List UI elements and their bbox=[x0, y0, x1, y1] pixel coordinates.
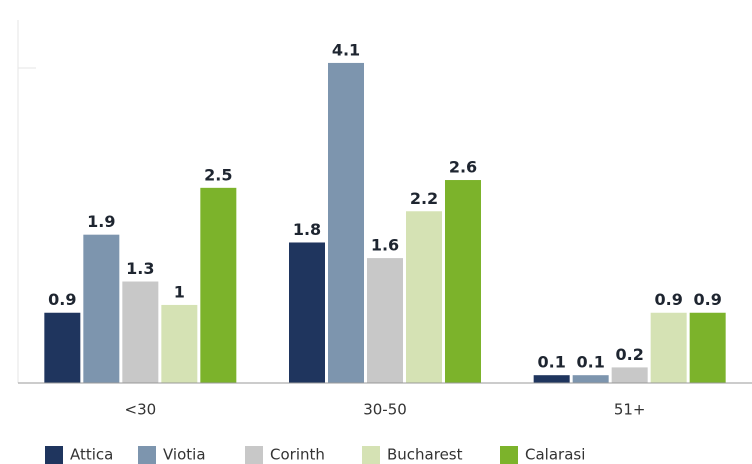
data-label: 1.3 bbox=[126, 259, 154, 278]
x-tick-label: 51+ bbox=[614, 401, 646, 419]
data-label: 2.2 bbox=[410, 189, 438, 208]
bar bbox=[406, 211, 442, 383]
data-label: 0.1 bbox=[576, 353, 604, 372]
legend-label: Calarasi bbox=[525, 446, 585, 464]
data-label: 0.2 bbox=[615, 345, 643, 364]
x-tick-label: <30 bbox=[125, 401, 157, 419]
data-label: 0.9 bbox=[654, 290, 682, 309]
legend-swatch bbox=[138, 446, 156, 464]
data-label: 0.1 bbox=[537, 353, 565, 372]
data-label: 0.9 bbox=[693, 290, 721, 309]
bar bbox=[83, 234, 120, 383]
bar bbox=[289, 242, 325, 383]
bar bbox=[445, 180, 481, 383]
legend-swatch bbox=[45, 446, 63, 464]
bar bbox=[328, 62, 364, 383]
data-label: 1.6 bbox=[371, 236, 399, 255]
bar bbox=[650, 312, 687, 383]
legend-label: Bucharest bbox=[387, 446, 463, 464]
data-label: 1.9 bbox=[87, 212, 115, 231]
x-tick-label: 30-50 bbox=[363, 401, 407, 419]
legend-swatch bbox=[245, 446, 263, 464]
bar bbox=[572, 375, 609, 383]
legend-swatch bbox=[362, 446, 380, 464]
bar bbox=[200, 187, 237, 383]
bar bbox=[611, 367, 648, 383]
bar bbox=[161, 304, 198, 383]
data-label: 0.9 bbox=[48, 290, 76, 309]
bar bbox=[367, 258, 403, 383]
data-label: 2.6 bbox=[449, 158, 477, 177]
data-label: 2.5 bbox=[204, 165, 232, 184]
bar bbox=[44, 312, 81, 383]
legend-label: Attica bbox=[70, 446, 113, 464]
data-label: 4.1 bbox=[332, 40, 360, 59]
bar bbox=[689, 312, 726, 383]
legend-swatch bbox=[500, 446, 518, 464]
legend-label: Viotia bbox=[163, 446, 206, 464]
legend-label: Corinth bbox=[270, 446, 325, 464]
data-label: 1 bbox=[174, 282, 185, 301]
data-label: 1.8 bbox=[293, 220, 321, 239]
bar bbox=[122, 281, 159, 383]
bar bbox=[533, 375, 570, 383]
